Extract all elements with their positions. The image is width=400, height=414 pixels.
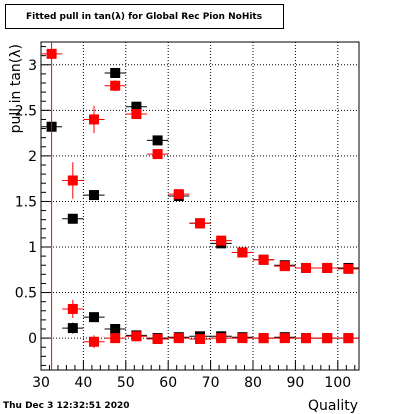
data-point-square <box>279 333 290 344</box>
y-tick-label: 2 <box>28 149 37 165</box>
x-tick-label: 60 <box>159 375 177 391</box>
data-point-square <box>237 247 248 258</box>
chart-title-text: Fitted pull in tan(λ) for Global Rec Pio… <box>26 11 263 22</box>
data-point-square <box>67 323 78 334</box>
data-point-square <box>89 312 99 323</box>
data-point-square <box>301 333 311 344</box>
data-point-square <box>152 334 163 345</box>
data-point-square <box>152 135 163 146</box>
data-point-square <box>131 101 142 112</box>
data-point-square <box>173 189 184 200</box>
x-tick-label: 40 <box>74 375 92 391</box>
data-point-square <box>279 261 290 272</box>
data-point-square <box>195 334 205 345</box>
y-tick-label: 2.5 <box>15 103 37 119</box>
data-point-square <box>89 190 99 201</box>
data-point-square <box>343 333 354 344</box>
x-tick-label: 90 <box>286 375 304 391</box>
x-tick-label: 30 <box>32 375 50 391</box>
data-point-square <box>258 254 269 265</box>
data-point-square <box>131 108 142 119</box>
data-point-square <box>195 218 205 229</box>
data-point-square <box>67 213 78 224</box>
data-point-square <box>89 336 99 347</box>
y-tick-label: 3 <box>28 58 37 74</box>
data-point-square <box>131 331 142 342</box>
y-axis-label: pull in tan(λ) <box>8 44 24 133</box>
data-point-square <box>322 262 333 273</box>
y-tick-label: 1.5 <box>15 194 37 210</box>
data-point-square <box>216 235 227 246</box>
data-point-square <box>301 262 311 273</box>
chart-title: Fitted pull in tan(λ) for Global Rec Pio… <box>5 4 284 29</box>
x-tick-label: 70 <box>202 375 220 391</box>
data-point-square <box>110 333 121 344</box>
y-tick-label: 0 <box>28 331 37 347</box>
data-point-square <box>322 333 333 344</box>
data-point-square <box>89 114 99 125</box>
x-tick-label: 80 <box>244 375 262 391</box>
data-point-square <box>173 333 184 344</box>
data-point-square <box>216 333 227 344</box>
data-markers <box>41 42 359 370</box>
timestamp: Thu Dec 3 12:32:51 2020 <box>3 401 130 411</box>
axis-ticks: 30 40 50 60 70 80 90 100 0 0.5 1 1.5 2 2.5 3 <box>15 46 356 391</box>
y-tick-label: 0.5 <box>15 286 37 302</box>
x-axis-label: Quality <box>308 398 358 414</box>
data-point-square <box>67 303 78 314</box>
data-point-square <box>343 263 354 274</box>
x-tick-label: 100 <box>324 375 351 391</box>
plot-frame <box>40 41 360 371</box>
y-tick-label: 1 <box>28 240 37 256</box>
data-point-square <box>67 175 78 186</box>
x-tick-label: 50 <box>117 375 135 391</box>
data-point-square <box>110 67 121 78</box>
data-point-square <box>110 324 121 334</box>
data-point-square <box>110 80 121 91</box>
data-point-square <box>152 149 163 160</box>
data-point-square <box>46 48 57 59</box>
data-point-square <box>237 333 248 344</box>
grid-lines <box>40 42 359 370</box>
data-point-square <box>258 333 269 344</box>
